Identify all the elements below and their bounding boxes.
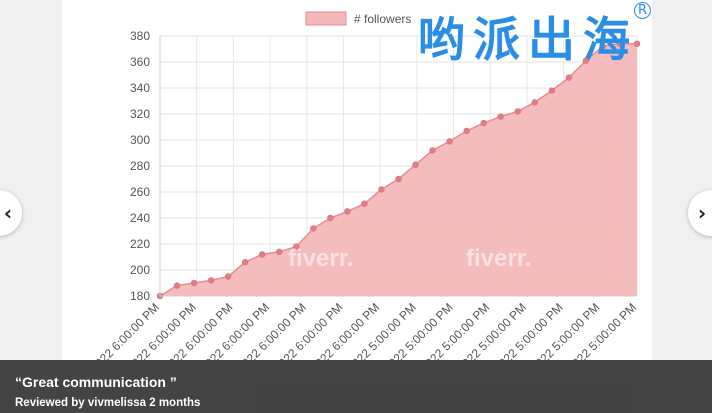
y-tick-label: 180 <box>130 289 150 303</box>
y-tick-label: 340 <box>130 81 150 95</box>
data-point <box>514 108 521 115</box>
y-tick-label: 200 <box>130 263 150 277</box>
data-point <box>361 200 368 207</box>
chevron-right-icon: › <box>697 201 707 225</box>
y-tick-label: 300 <box>130 133 150 147</box>
data-point <box>548 87 556 94</box>
data-point <box>446 138 453 145</box>
brand-logo-text: 哟派出海 <box>418 13 638 68</box>
data-point <box>310 225 317 232</box>
data-point <box>327 214 334 222</box>
y-tick-label: 240 <box>130 211 150 225</box>
data-point <box>429 147 436 154</box>
data-point <box>344 208 351 215</box>
y-tick-label: 360 <box>130 55 150 69</box>
data-point <box>293 243 300 250</box>
review-caption: “Great communication ” Reviewed by vivme… <box>0 360 712 413</box>
brand-logo: 哟派出海 R <box>418 2 651 68</box>
data-point <box>378 186 385 193</box>
data-point <box>565 74 573 81</box>
y-tick-label: 380 <box>130 29 150 43</box>
legend-label: # followers <box>354 12 411 26</box>
y-tick-label: 220 <box>130 237 150 251</box>
data-point <box>224 273 232 280</box>
data-point <box>497 113 504 120</box>
data-point <box>616 40 624 47</box>
reviewer-line: Reviewed by vivmelissa 2 months <box>15 397 201 409</box>
followers-area-chart: 18020022024026028030032034036038010/27/2… <box>64 11 641 360</box>
data-point <box>531 99 538 106</box>
data-point <box>241 259 249 266</box>
data-point <box>173 282 181 289</box>
registered-mark-icon: R <box>634 2 651 19</box>
y-tick-label: 280 <box>130 159 150 173</box>
followers-area-fill <box>160 43 637 296</box>
data-point <box>633 40 641 47</box>
next-slide-button[interactable]: › <box>688 190 712 236</box>
data-point <box>599 43 607 50</box>
review-quote: “Great communication ” <box>15 374 177 390</box>
previous-slide-button[interactable]: ‹ <box>0 190 22 236</box>
data-point <box>480 119 487 127</box>
legend-swatch <box>305 11 347 26</box>
y-tick-label: 260 <box>130 185 150 199</box>
data-point <box>276 248 283 255</box>
data-point <box>259 251 266 258</box>
data-point <box>207 277 215 284</box>
data-point <box>412 161 419 168</box>
chevron-left-icon: ‹ <box>3 201 13 225</box>
data-point <box>190 279 198 287</box>
chart-card: 180 200 220 240 260 280 300 320 340 360 380 10/27/2… <box>62 0 652 360</box>
data-point <box>463 127 470 135</box>
data-point <box>582 57 590 64</box>
y-tick-label: 320 <box>130 107 150 121</box>
data-point <box>395 175 402 183</box>
